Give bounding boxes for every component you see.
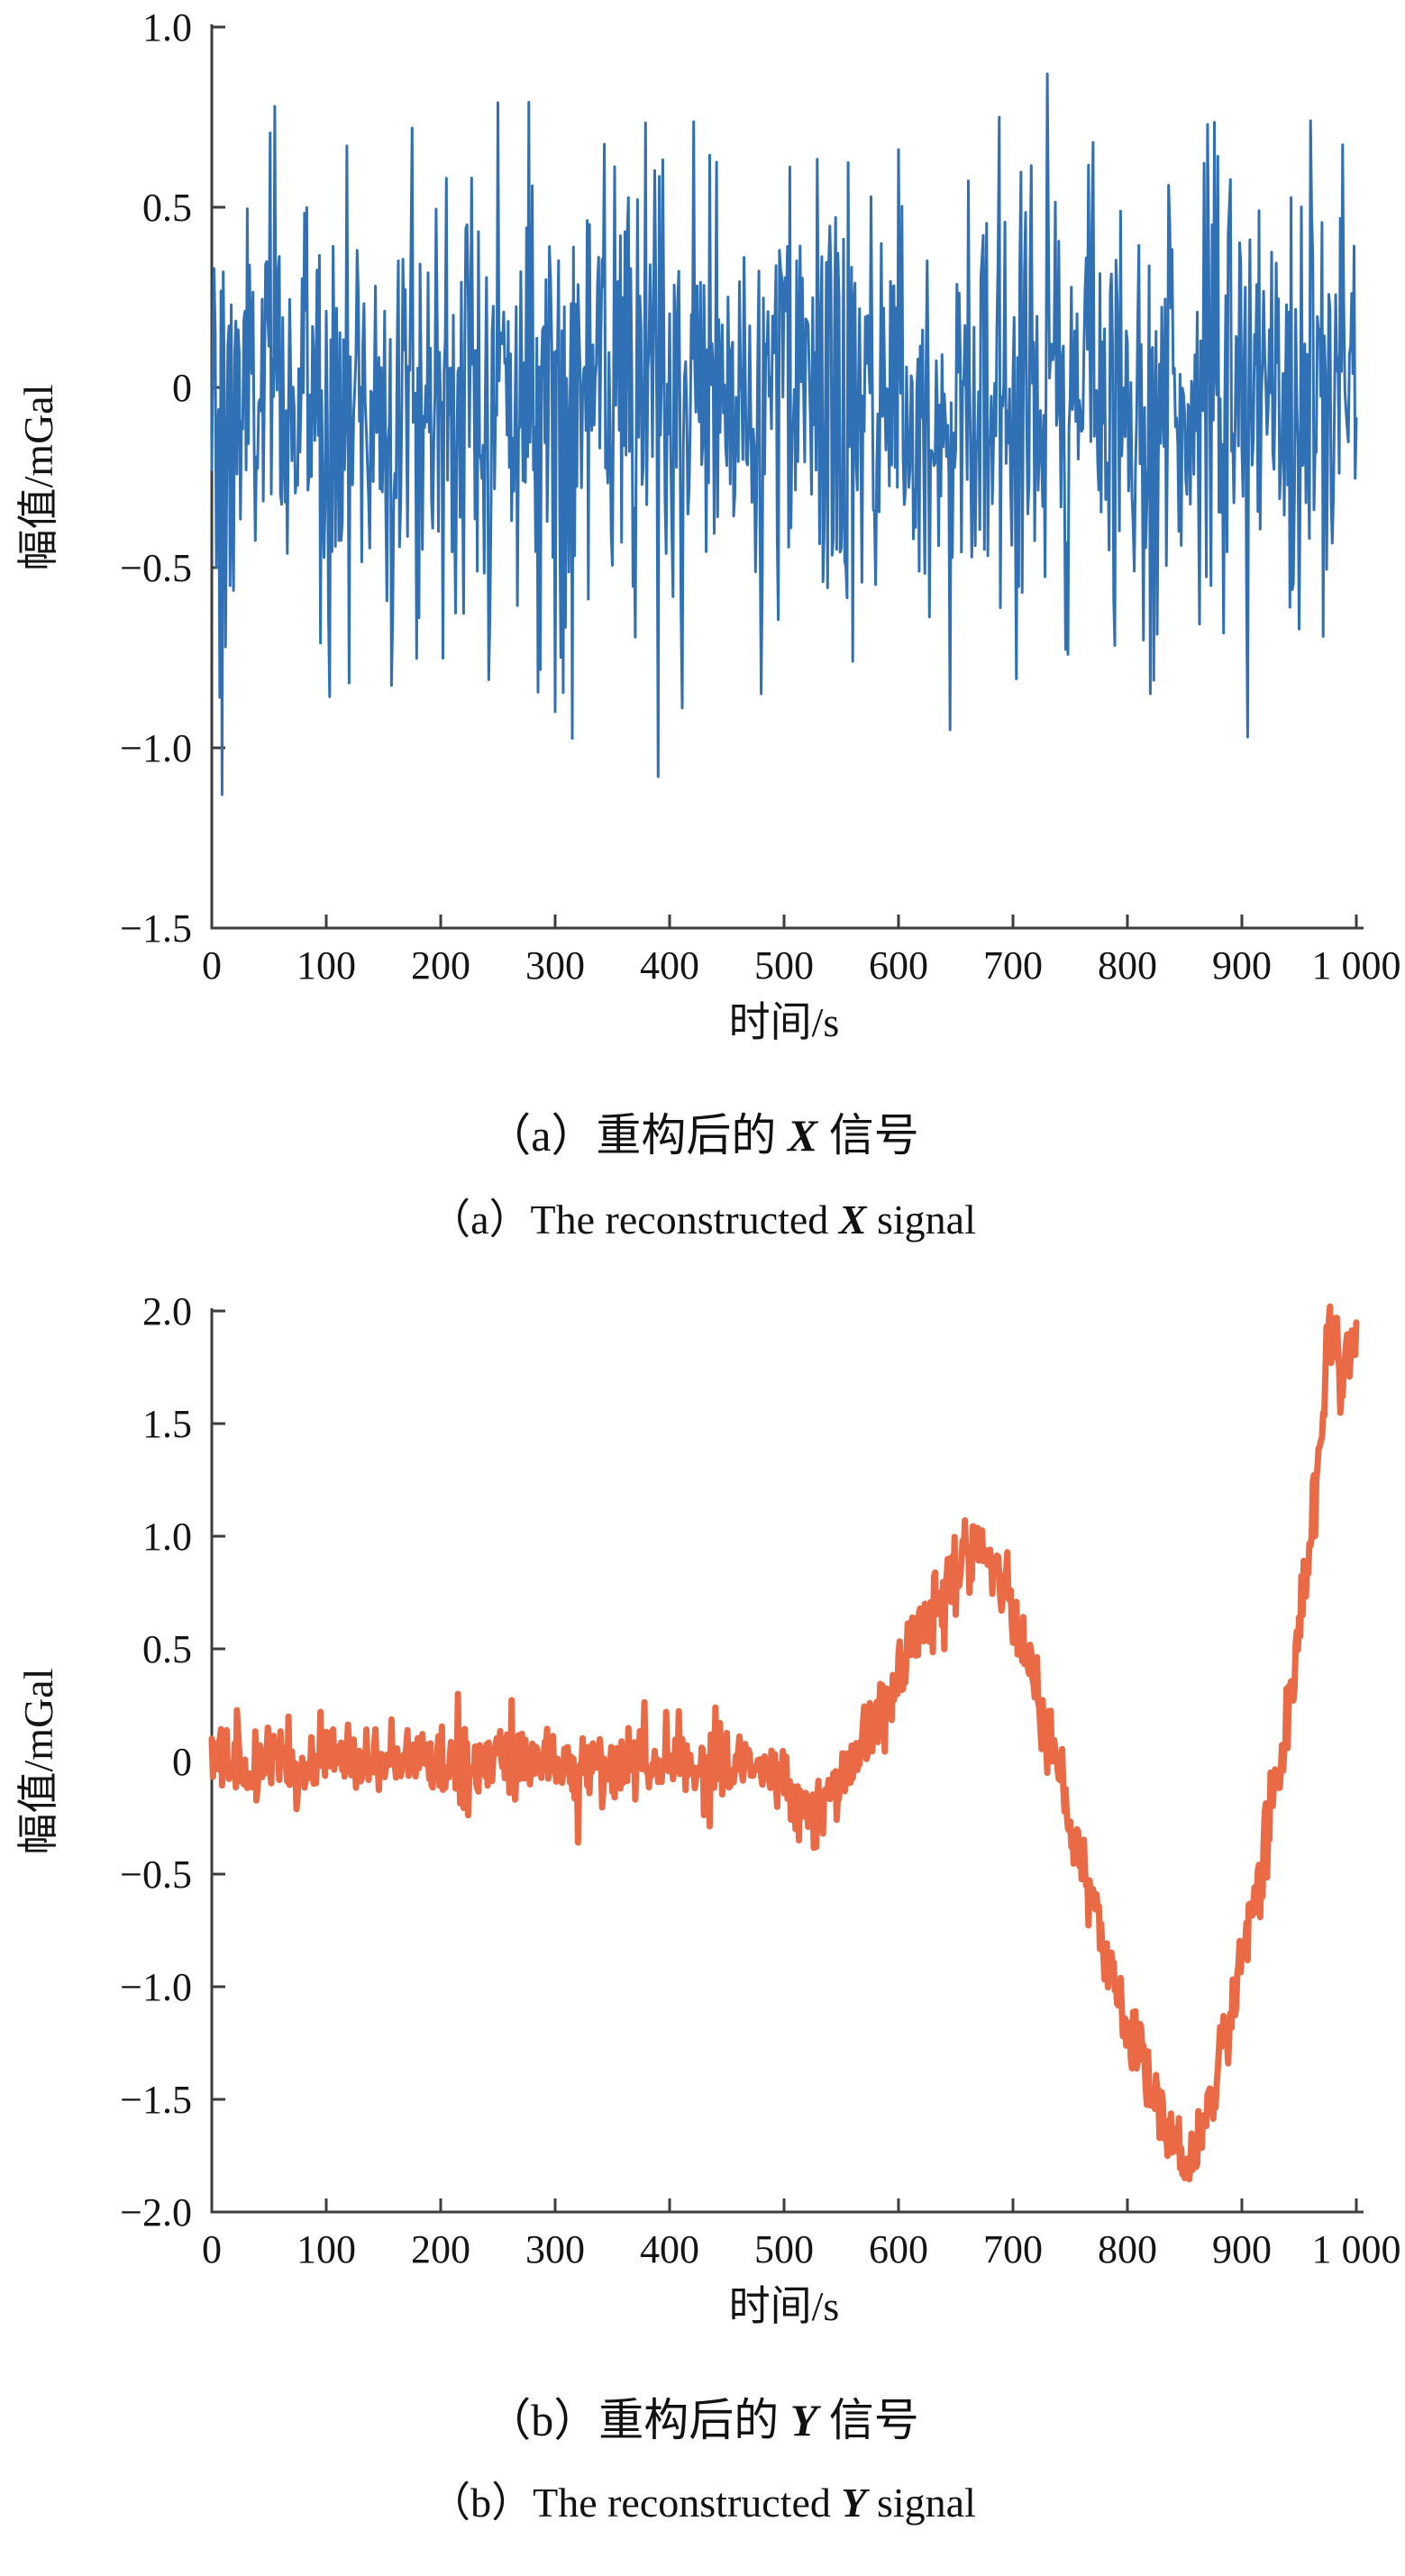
caption-b-en-prefix: （b）The reconstructed [429,2480,842,2526]
y-tick-label: −1.0 [120,1965,192,2009]
y-axis-label: 幅值/mGal [15,385,61,571]
caption-b-en-em: Y [841,2480,867,2526]
x-axis-label: 时间/s [729,2283,840,2329]
y-tick-label: −1.5 [120,2078,192,2122]
caption-b-chinese: （b）重构后的 Y 信号 [0,2395,1405,2447]
axis-b [210,1308,1364,2214]
x-tick-label: 100 [297,2227,356,2271]
caption-b-cn-em: Y [789,2395,818,2445]
caption-a-en-prefix: （a）The reconstructed [429,1197,839,1242]
x-tick-label: 800 [1098,2227,1157,2271]
x-tick-label: 0 [202,943,222,988]
signal-line-b [208,1303,1360,2183]
y-tick-label: 0.5 [142,186,192,230]
y-tick-label: 0 [172,366,192,410]
y-tick-label: −1.5 [120,906,192,951]
y-tick-label: −0.5 [120,1852,192,1897]
x-tick-label: 200 [411,2227,470,2271]
y-axis-label: 幅值/mGal [15,1669,61,1855]
caption-a-cn-suffix: 信号 [817,1110,919,1161]
y-tick-label: −2.0 [120,2190,192,2235]
caption-a-en-em: X [838,1197,867,1242]
x-tick-label: 900 [1212,943,1272,988]
x-tick-label: 1 000 [1312,2227,1401,2271]
signal-line-a [210,72,1358,796]
caption-b-cn-suffix: 信号 [817,2395,919,2445]
y-tick-label: 0 [172,1740,192,1784]
y-tick-label: 0.5 [142,1627,192,1671]
x-tick-label: 700 [983,943,1043,988]
chart-a-reconstructed-x-signal: 1.00.50−0.5−1.0−1.50 100 200 300 400 500 600 70… [15,5,1401,1045]
y-tick-label: 1.5 [142,1402,192,1446]
x-tick-label: 800 [1098,943,1157,988]
caption-a-cn-prefix: （a）重构后的 [486,1110,788,1161]
caption-a-english: （a）The reconstructed X signal [0,1197,1405,1244]
x-tick-label: 500 [754,943,814,988]
caption-b-cn-prefix: （b）重构后的 [486,2395,790,2445]
x-tick-label: 300 [525,2227,585,2271]
y-tick-label: 1.0 [142,1515,192,1559]
y-tick-label: −0.5 [120,546,192,590]
y-tick-label: 2.0 [142,1289,192,1334]
y-tick-label: −1.0 [120,726,192,770]
caption-b-english: （b）The reconstructed Y signal [0,2480,1405,2527]
x-tick-label: 0 [202,2227,222,2271]
caption-b-en-suffix: signal [866,2480,976,2526]
x-tick-label: 200 [411,943,470,988]
x-tick-label: 500 [754,2227,814,2271]
x-tick-label: 600 [869,943,928,988]
chart-b-reconstructed-y-signal: 2.01.51.00.50−0.5−1.0−1.5−2.00 100 200 300 4… [15,1289,1401,2329]
axis-a [210,24,1364,930]
x-tick-label: 100 [297,943,356,988]
x-axis-label: 时间/s [729,999,840,1045]
y-tick-label: 1.0 [142,5,192,50]
caption-a-cn-em: X [787,1110,818,1161]
x-tick-label: 600 [869,2227,928,2271]
x-tick-label: 400 [640,2227,699,2271]
x-tick-label: 1 000 [1312,943,1401,988]
caption-a-en-suffix: signal [866,1197,976,1242]
x-tick-label: 400 [640,943,699,988]
x-tick-label: 700 [983,2227,1043,2271]
caption-a-chinese: （a）重构后的 X 信号 [0,1110,1405,1162]
x-tick-label: 900 [1212,2227,1272,2271]
x-tick-label: 300 [525,943,585,988]
